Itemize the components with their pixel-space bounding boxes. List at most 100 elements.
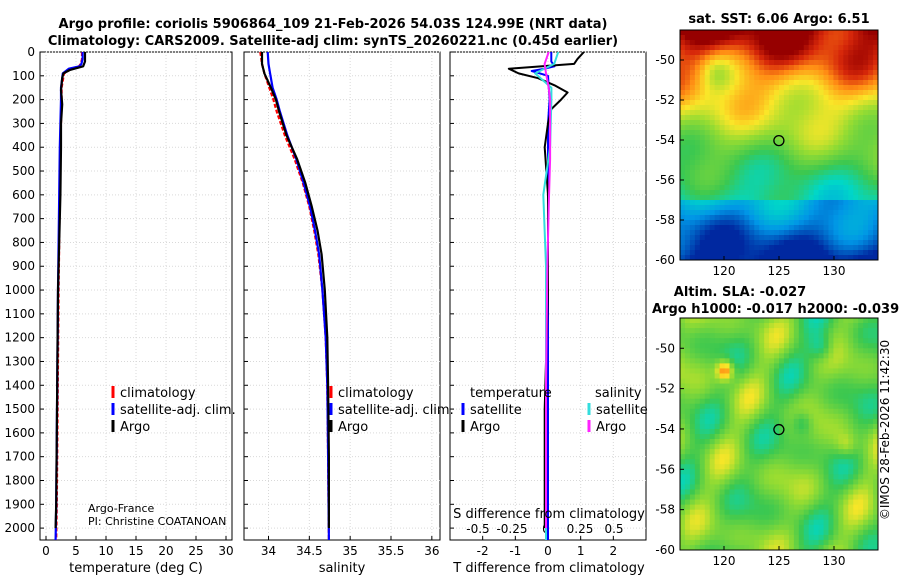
map-cell xyxy=(680,210,686,216)
map-cell xyxy=(769,180,775,186)
map-cell xyxy=(719,539,726,546)
map-cell xyxy=(823,434,830,440)
map-cell xyxy=(769,115,775,121)
map-cell xyxy=(793,368,800,375)
map-cell xyxy=(764,413,770,420)
map-cell xyxy=(714,125,721,131)
map-cell xyxy=(823,95,830,101)
map-cell xyxy=(863,464,869,470)
map-cell xyxy=(843,418,849,425)
map-cell xyxy=(818,439,825,445)
x-tick-label: 36 xyxy=(424,544,439,558)
map-cell xyxy=(739,524,745,531)
map-cell xyxy=(774,519,780,526)
map-y-tick-label: -52 xyxy=(655,382,675,396)
map-cell xyxy=(848,428,854,435)
map-cell xyxy=(694,160,701,166)
map-cell xyxy=(704,413,711,420)
map-cell xyxy=(818,45,825,51)
map-cell xyxy=(808,423,815,430)
map-cell xyxy=(744,378,750,385)
map-cell xyxy=(858,115,864,121)
map-cell xyxy=(704,509,711,516)
map-cell xyxy=(729,145,736,151)
map-cell xyxy=(729,403,736,410)
map-cell xyxy=(818,514,825,521)
map-cell xyxy=(719,145,726,151)
map-cell xyxy=(769,353,775,359)
map-cell xyxy=(868,534,874,541)
map-cell xyxy=(774,40,780,46)
map-cell xyxy=(818,423,825,430)
map-cell xyxy=(793,205,800,211)
y-tick-label: 500 xyxy=(12,164,35,178)
map-cell xyxy=(749,50,755,56)
map-cell xyxy=(779,205,785,211)
map-cell xyxy=(719,205,726,211)
map-cell xyxy=(774,55,780,61)
map-cell xyxy=(863,509,869,516)
map-cell xyxy=(714,210,721,216)
map-cell xyxy=(828,90,835,96)
map-cell xyxy=(714,35,721,41)
map-cell xyxy=(863,479,869,486)
map-cell xyxy=(680,318,686,324)
map-cell xyxy=(848,155,854,161)
map-cell xyxy=(848,245,854,251)
map-cell xyxy=(754,323,760,329)
map-cell xyxy=(858,358,864,364)
map-cell xyxy=(863,190,869,196)
map-cell xyxy=(803,55,810,61)
map-cell xyxy=(744,90,750,96)
map-cell xyxy=(739,514,745,521)
map-cell xyxy=(684,70,691,76)
map-cell xyxy=(788,489,795,496)
map-cell xyxy=(744,444,750,450)
map-cell xyxy=(779,165,785,171)
map-cell xyxy=(808,509,815,516)
map-cell xyxy=(729,35,736,41)
map-cell xyxy=(873,80,878,86)
map-cell xyxy=(808,105,815,111)
map-cell xyxy=(838,235,844,241)
map-cell xyxy=(704,35,711,41)
map-cell xyxy=(749,225,755,231)
map-cell xyxy=(694,423,701,430)
map-cell xyxy=(828,378,835,385)
map-cell xyxy=(714,439,721,445)
map-cell xyxy=(838,539,844,546)
map-cell xyxy=(694,328,701,334)
map-cell xyxy=(724,338,731,344)
map-cell xyxy=(699,145,706,151)
map-cell xyxy=(704,373,711,380)
map-cell xyxy=(808,190,815,196)
map-cell xyxy=(719,464,726,470)
map-cell xyxy=(828,529,835,536)
map-cell xyxy=(868,210,874,216)
x-tick-label: 34 xyxy=(261,544,276,558)
map-cell xyxy=(813,60,820,66)
map-cell xyxy=(724,504,731,511)
map-cell xyxy=(838,383,844,390)
map-cell xyxy=(689,393,696,400)
map-cell xyxy=(838,504,844,511)
map-cell xyxy=(739,50,745,56)
map-cell xyxy=(689,434,696,440)
map-cell xyxy=(793,145,800,151)
map-cell xyxy=(779,160,785,166)
map-cell xyxy=(828,160,835,166)
map-cell xyxy=(729,459,736,465)
map-cell xyxy=(863,105,869,111)
map-cell xyxy=(744,215,750,221)
map-cell xyxy=(858,165,864,171)
map-cell xyxy=(863,60,869,66)
map-cell xyxy=(818,534,825,541)
map-cell xyxy=(838,428,844,435)
map-cell xyxy=(853,328,859,334)
map-cell xyxy=(858,45,864,51)
map-cell xyxy=(749,403,755,410)
map-cell xyxy=(754,50,760,56)
map-cell xyxy=(774,255,780,260)
map-cell xyxy=(783,180,790,186)
map-cell xyxy=(769,338,775,344)
